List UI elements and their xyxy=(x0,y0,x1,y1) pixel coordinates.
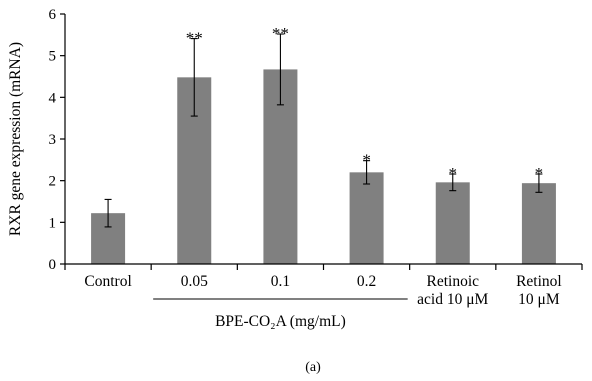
y-tick-label: 6 xyxy=(49,7,57,23)
bar xyxy=(521,183,556,264)
y-axis-label: RXR gene expression (mRNA) xyxy=(7,42,24,236)
x-tick-label: Retinoic xyxy=(426,273,479,290)
significance-marker: ** xyxy=(272,24,289,43)
y-tick-label: 1 xyxy=(49,215,57,231)
x-tick-label: 0.05 xyxy=(181,273,208,290)
group-bracket: BPE-CO₂A (mg/mL) xyxy=(153,298,408,330)
x-tick-label: Retinol xyxy=(516,273,562,290)
x-tick-label: 0.1 xyxy=(271,273,290,290)
x-tick-label: Control xyxy=(84,273,131,290)
significance-marker: ** xyxy=(186,29,203,48)
bars xyxy=(91,69,556,265)
x-tick-label: acid 10 μM xyxy=(417,291,488,308)
significance-marker: * xyxy=(362,151,371,170)
y-axis: 0 1 2 3 4 5 6 xyxy=(49,7,66,273)
bar xyxy=(349,172,384,264)
x-tick-label: 0.2 xyxy=(357,273,376,290)
error-bars xyxy=(104,33,543,228)
x-tick-label: 10 μM xyxy=(518,291,560,308)
panel-label: (a) xyxy=(305,360,321,375)
y-tick-label: 2 xyxy=(49,174,57,190)
bar xyxy=(435,182,470,264)
y-tick-label: 4 xyxy=(49,90,57,106)
significance-marker: * xyxy=(449,164,458,183)
significance-marker: * xyxy=(535,164,544,183)
y-tick-label: 5 xyxy=(49,49,57,65)
y-tick-label: 0 xyxy=(49,257,57,273)
significance-markers: ** **** * xyxy=(186,24,543,183)
group-label: BPE-CO₂A (mg/mL) xyxy=(215,313,346,330)
y-tick-label: 3 xyxy=(49,132,57,148)
